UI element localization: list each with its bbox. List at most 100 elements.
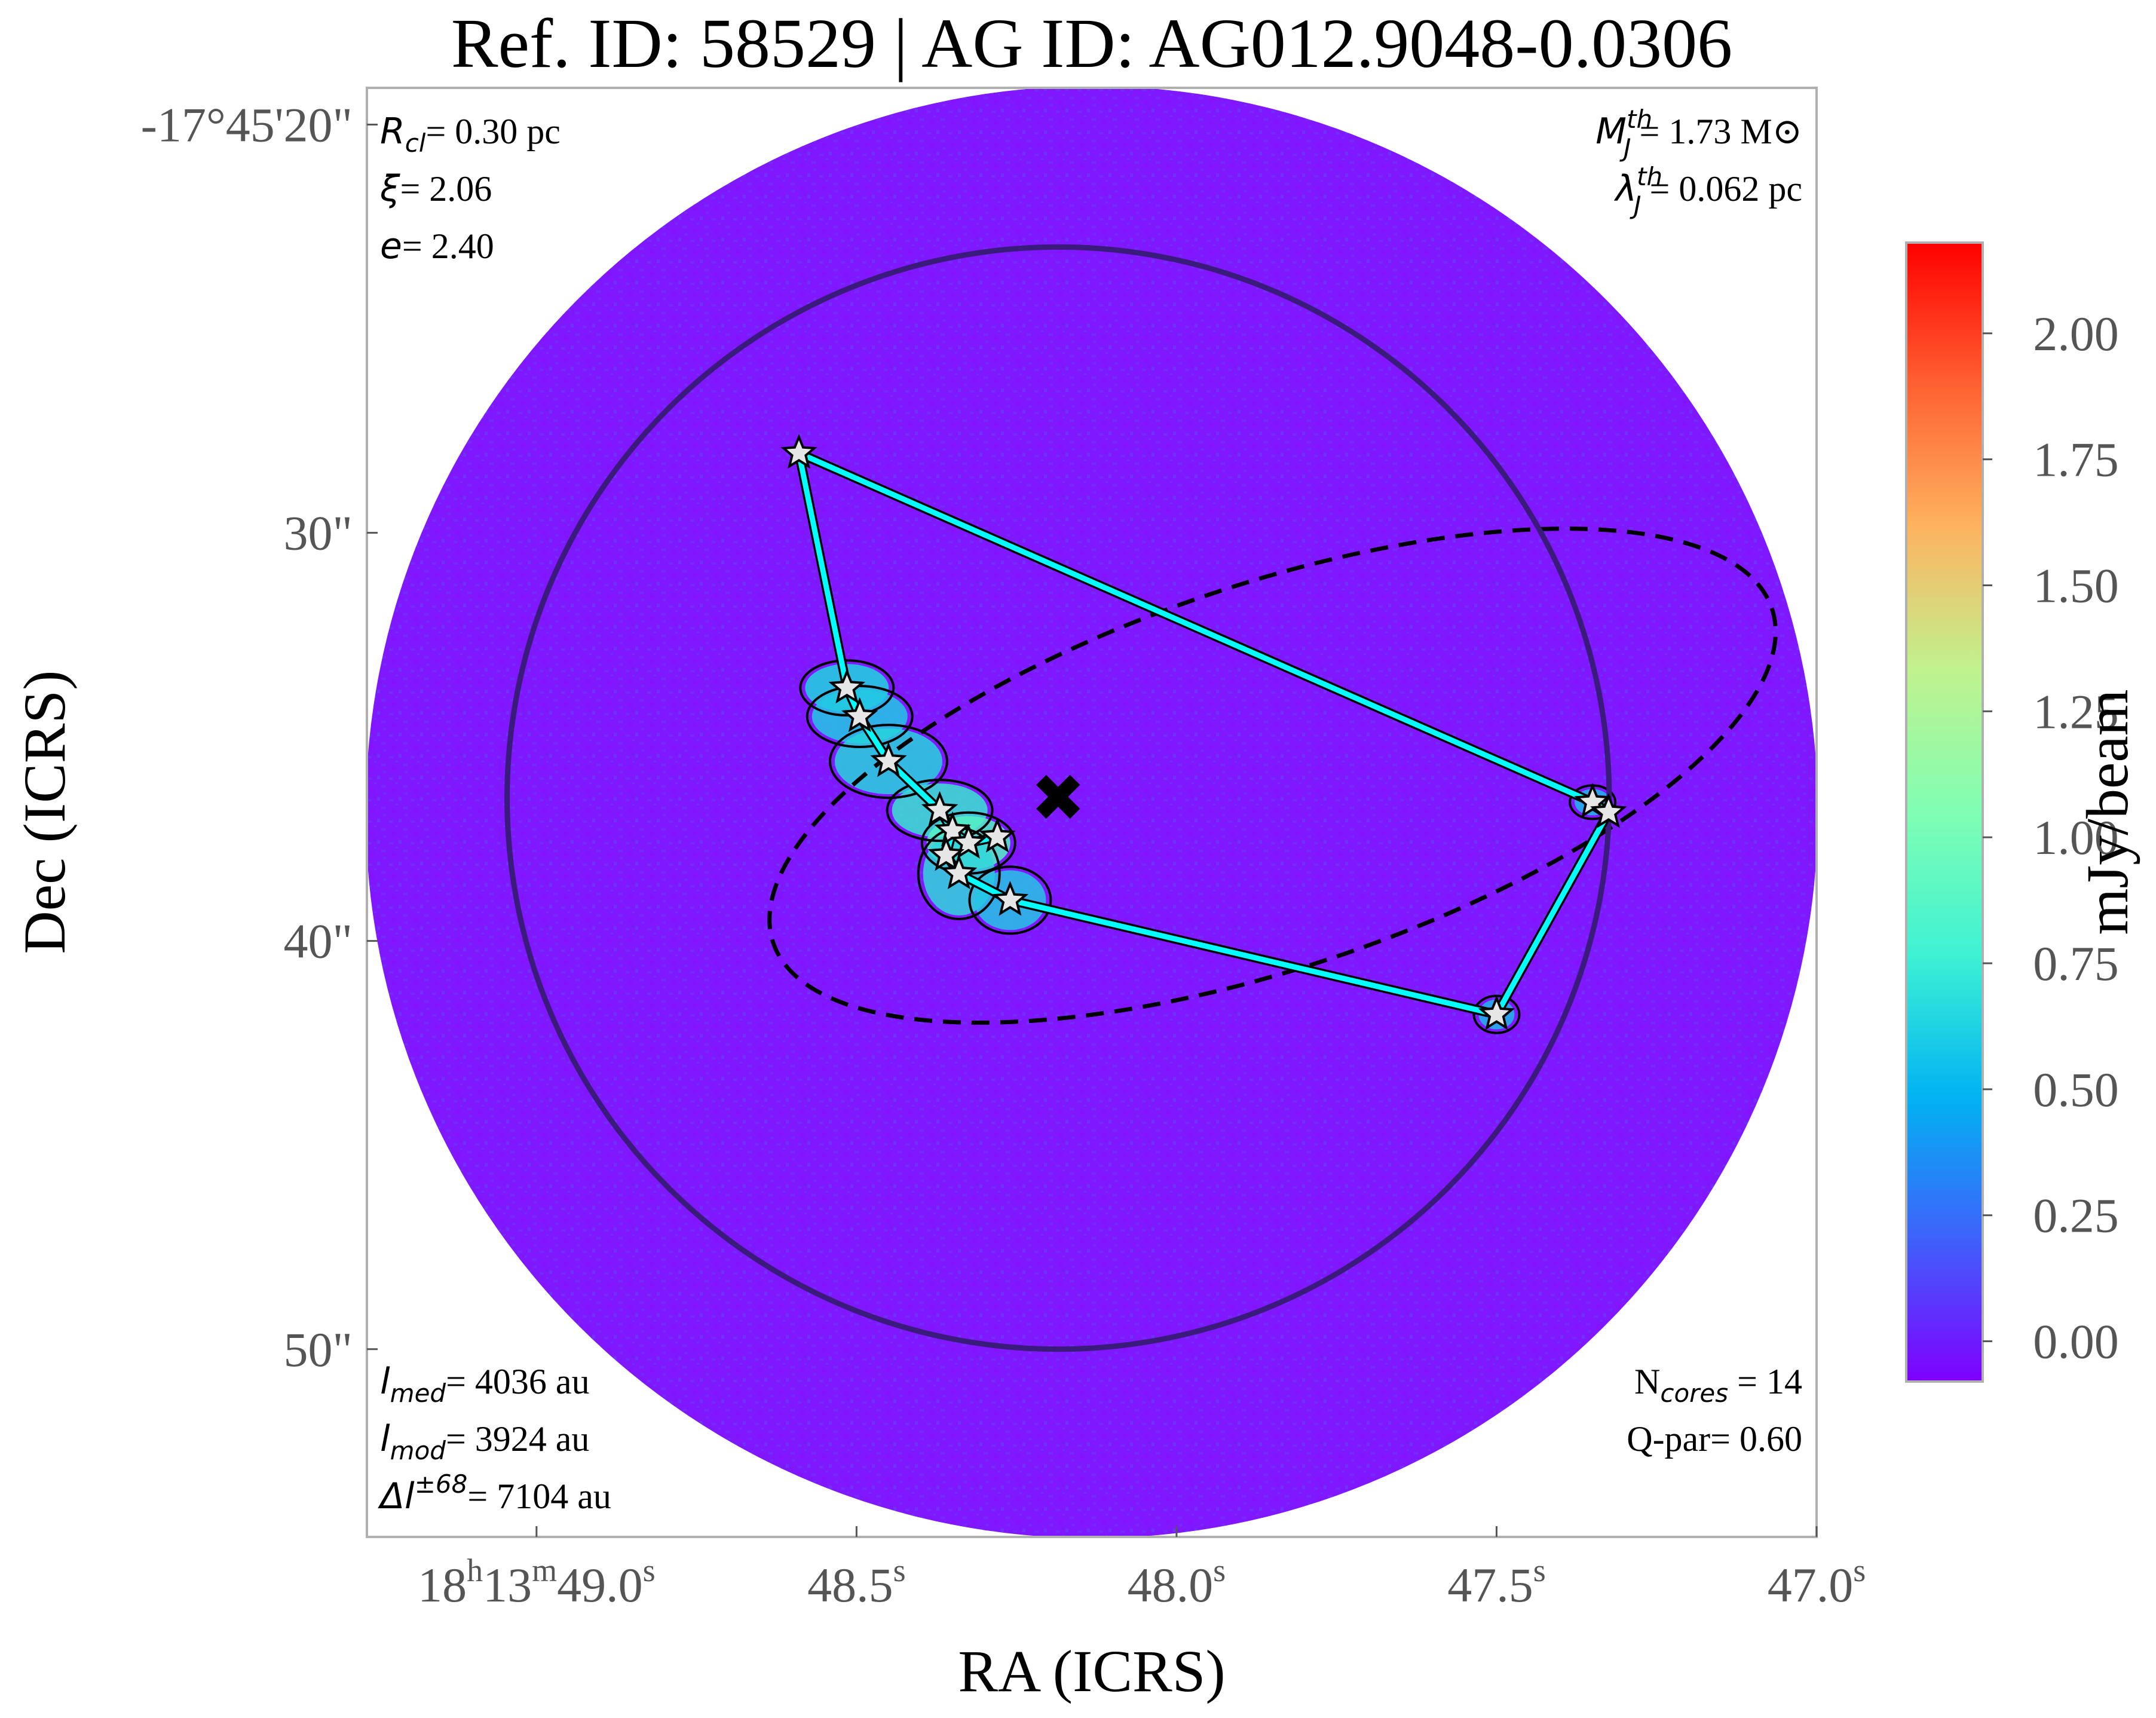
tick-seconds: 49.0 xyxy=(557,1558,643,1612)
x-axis-label: RA (ICRS) xyxy=(958,1638,1225,1704)
core-star-marker xyxy=(991,881,1029,916)
core-star-marker xyxy=(1590,793,1627,828)
stats-top-left: Rcl= 0.30 pc ξ= 2.06 e= 2.40 xyxy=(379,111,561,267)
core-star-marker xyxy=(780,434,817,469)
emission-map xyxy=(367,88,1817,1537)
core-star-marker xyxy=(1478,995,1515,1030)
tick-hours: 18 xyxy=(418,1558,467,1612)
stat-symbol: l xyxy=(380,1361,390,1402)
stat-value: = 0.062 pc xyxy=(1650,169,1802,209)
mst-edge xyxy=(796,450,850,691)
colorbar-tick-label: 1.50 xyxy=(2033,558,2119,613)
stat-value: = 2.40 xyxy=(402,226,494,266)
colorbar-tick-label: 0.00 xyxy=(2033,1315,2119,1369)
core-star-marker xyxy=(941,854,978,890)
colorbar-tick-label: 2.00 xyxy=(2033,307,2119,361)
stat-superscript: th xyxy=(1637,162,1662,191)
colorbar-tick-label: 0.50 xyxy=(2033,1062,2119,1117)
x-tick-label: 47.0s xyxy=(1768,1552,1866,1612)
stat-line: lmed= 4036 au xyxy=(380,1361,590,1408)
core-star-marker xyxy=(979,817,1016,853)
stat-superscript: ±68 xyxy=(415,1469,468,1499)
stat-line: Rcl= 0.30 pc xyxy=(380,111,561,158)
tick-sup: s xyxy=(1853,1552,1866,1588)
y-axis-label: Dec (ICRS) xyxy=(11,670,78,954)
stat-symbol: M xyxy=(1595,111,1627,152)
stat-symbol: ξ xyxy=(379,168,400,210)
tick-sup: m xyxy=(532,1552,557,1588)
mst-edge xyxy=(1493,810,1612,1018)
x-tick-label: 47.5s xyxy=(1447,1552,1546,1612)
core-star-marker xyxy=(828,668,866,704)
stat-subscript: cores xyxy=(1660,1379,1728,1408)
contour xyxy=(968,865,1052,935)
stat-line: ξ= 2.06 xyxy=(379,168,492,210)
colorbar-tick-label: 1.00 xyxy=(2033,810,2119,865)
stat-line: lmod= 3924 au xyxy=(380,1418,589,1465)
y-axis-ticks: -17°45'20" 30" 40" 50" xyxy=(141,97,378,1377)
contour xyxy=(828,724,948,800)
stat-symbol: l xyxy=(380,1418,390,1460)
colorbar-tick-label: 0.75 xyxy=(2033,936,2119,991)
stat-line: Δl±68= 7104 au xyxy=(378,1469,611,1517)
stat-value: = 14 xyxy=(1728,1362,1802,1401)
x-tick-label: 18h13m49.0s xyxy=(418,1552,656,1612)
core-star-marker xyxy=(950,823,987,859)
fit-ellipse xyxy=(767,526,1778,1025)
core-star-marker xyxy=(870,742,907,777)
tick-seconds: 48.0 xyxy=(1128,1558,1214,1612)
chart-title: Ref. ID: 58529 | AG ID: AG012.9048-0.030… xyxy=(451,4,1732,82)
y-tick-label: 50" xyxy=(284,1322,353,1377)
core-markers xyxy=(780,434,1627,1030)
tick-sup: s xyxy=(1213,1552,1226,1588)
stat-line: Q-par= 0.60 xyxy=(1627,1419,1802,1459)
image-layer: ✖ xyxy=(367,88,1817,1537)
colorbar-tick-label: 1.25 xyxy=(2033,684,2119,739)
stat-value: = 7104 au xyxy=(467,1477,611,1516)
stat-subscript: mod xyxy=(390,1436,446,1465)
colorbar-ticks: 0.00 0.25 0.50 0.75 1.00 1.25 1.50 1.75 2.00 xyxy=(1983,307,2119,1369)
mst-edge xyxy=(796,450,1595,805)
stat-value: = 2.06 xyxy=(400,169,492,209)
stat-superscript: th xyxy=(1627,105,1652,134)
stat-symbol: e xyxy=(380,225,402,267)
contour xyxy=(886,779,994,843)
stat-symbol: Δl xyxy=(378,1475,415,1517)
x-tick-label: 48.0s xyxy=(1128,1552,1226,1612)
tick-sup: s xyxy=(893,1552,906,1588)
y-tick-label: 40" xyxy=(284,914,353,969)
y-tick-label: 30" xyxy=(284,506,353,561)
x-tick-label: 48.5s xyxy=(807,1552,906,1612)
colorbar xyxy=(1905,241,1984,1383)
tick-seconds: 47.5 xyxy=(1447,1558,1533,1612)
tick-sup: h xyxy=(467,1552,483,1588)
core-star-marker xyxy=(927,835,965,871)
cluster-center-marker: ✖ xyxy=(1031,760,1086,837)
stat-value: = 4036 au xyxy=(446,1362,589,1401)
stat-subscript: cl xyxy=(405,128,426,158)
colorbar-tick-label: 1.75 xyxy=(2033,433,2119,487)
tick-seconds: 47.0 xyxy=(1768,1558,1854,1612)
stat-value: = 0.60 xyxy=(1710,1419,1802,1459)
stat-subscript: med xyxy=(390,1379,446,1408)
stat-value: = 1.73 M⊙ xyxy=(1640,112,1802,151)
stat-value: = 0.30 pc xyxy=(425,112,560,151)
stat-symbol: λ xyxy=(1614,168,1637,210)
tick-sup: s xyxy=(1533,1552,1546,1588)
axes-frame xyxy=(366,87,1818,1538)
tick-minutes: 13 xyxy=(483,1558,532,1612)
stat-symbol: R xyxy=(380,111,405,152)
stat-value: = 3924 au xyxy=(446,1419,589,1459)
stat-line: e= 2.40 xyxy=(380,225,494,267)
stat-line: Ncores = 14 xyxy=(1634,1362,1802,1408)
stat-name: Q-par xyxy=(1627,1419,1710,1459)
stat-name: N xyxy=(1634,1362,1660,1401)
mst-edge xyxy=(1007,897,1499,1018)
contour xyxy=(799,659,895,717)
tick-seconds: 48.5 xyxy=(807,1558,893,1612)
colorbar-tick-label: 0.25 xyxy=(2033,1189,2119,1243)
x-axis-ticks: 18h13m49.0s 48.5s 48.0s 47.5s 47.0s xyxy=(418,1526,1866,1612)
colorbar-label: mJy/beam xyxy=(2074,689,2140,935)
